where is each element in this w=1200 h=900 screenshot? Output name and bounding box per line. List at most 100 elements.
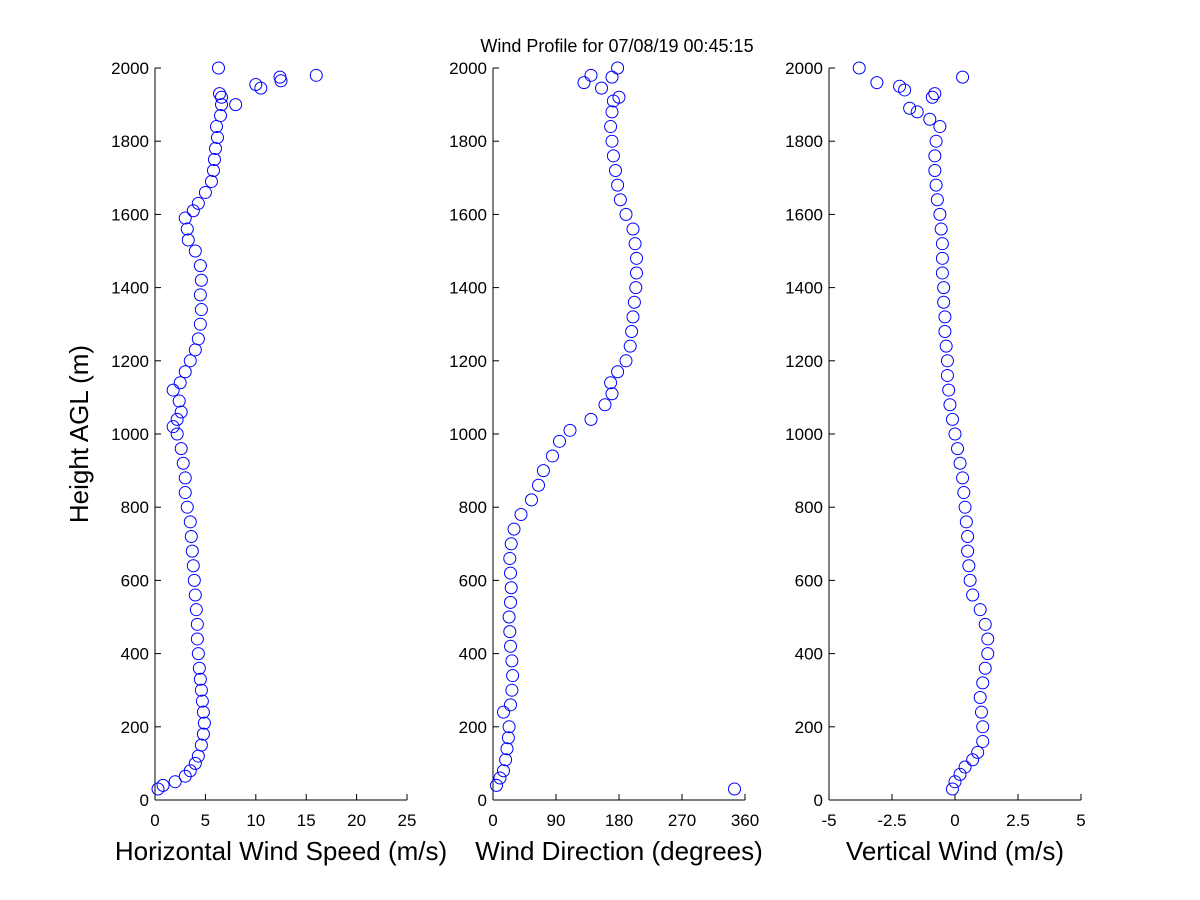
data-point [934, 222, 948, 236]
data-point [852, 61, 866, 75]
data-point [577, 76, 591, 90]
data-point [627, 295, 641, 309]
data-point [168, 775, 182, 789]
data-point [553, 434, 566, 448]
y-tick-label: 200 [121, 718, 149, 737]
data-point [490, 778, 503, 792]
data-point [923, 112, 937, 126]
x-tick-label: 20 [347, 811, 366, 830]
y-tick-label: 1800 [785, 132, 823, 151]
data-point [958, 760, 972, 774]
y-tick-label: 0 [814, 791, 823, 810]
data-point [504, 581, 518, 595]
data-point [623, 339, 637, 353]
data-point [938, 325, 952, 339]
data-point [974, 705, 988, 719]
x-tick-label: 0 [488, 811, 497, 830]
data-point [210, 131, 224, 145]
y-tick-label: 1400 [449, 279, 487, 298]
data-point [978, 661, 992, 675]
x-tick-label: 25 [398, 811, 417, 830]
data-point [194, 303, 208, 317]
data-point [207, 153, 221, 166]
y-tick-label: 800 [459, 498, 487, 517]
data-point [563, 423, 577, 437]
data-point [939, 339, 953, 353]
data-point [958, 500, 972, 514]
data-point [604, 376, 618, 390]
data-point [504, 595, 517, 609]
data-point [940, 354, 954, 368]
data-point [514, 508, 528, 522]
y-tick-label: 2000 [449, 59, 487, 78]
y-tick-label: 1200 [111, 352, 149, 371]
data-point [193, 672, 207, 686]
panel-2: 0 200 400 600 800 1000 1200 1400 1600 1800 2000 0 90… [449, 59, 763, 866]
data-point [978, 617, 992, 631]
x-tick-label: 5 [1076, 811, 1085, 830]
x-tick-label: 15 [297, 811, 316, 830]
y-tick-label: 1000 [785, 425, 823, 444]
data-point [178, 365, 192, 379]
data-point [959, 515, 973, 529]
y-tick-label: 1600 [111, 205, 149, 224]
y-tick-label: 600 [459, 571, 487, 590]
data-point [630, 251, 643, 265]
data-point [170, 412, 184, 426]
data-point [189, 603, 203, 617]
data-point [190, 632, 204, 646]
data-point [191, 749, 205, 763]
data-point [497, 705, 510, 719]
data-point [192, 661, 206, 675]
data-point [191, 332, 205, 346]
y-tick-label: 0 [140, 791, 149, 810]
data-point [172, 394, 186, 408]
data-point [976, 734, 990, 748]
data-point [503, 551, 517, 565]
data-point [971, 745, 985, 759]
y-tick-label: 1200 [785, 352, 823, 371]
data-point [505, 683, 519, 697]
data-point [204, 174, 218, 188]
data-point [497, 764, 510, 778]
data-point [178, 486, 192, 500]
data-point [178, 211, 192, 225]
y-tick-label: 600 [121, 571, 149, 590]
data-point [213, 87, 227, 101]
data-point [976, 676, 990, 690]
data-point [209, 120, 223, 134]
data-point [188, 588, 202, 602]
data-point [619, 207, 633, 221]
data-point [183, 515, 197, 529]
data-point [176, 456, 190, 470]
data-point [170, 427, 184, 441]
data-point [208, 142, 222, 156]
y-tick-label: 800 [121, 498, 149, 517]
data-point [178, 471, 192, 485]
data-point [957, 486, 971, 500]
y-tick-label: 1800 [111, 132, 149, 151]
data-point [611, 365, 625, 379]
data-point [501, 731, 515, 745]
y-tick-label: 400 [795, 645, 823, 664]
x-tick-label: 90 [547, 811, 566, 830]
data-point [229, 98, 243, 112]
data-point [215, 90, 229, 104]
x-axis-label: Wind Direction (degrees) [475, 836, 763, 866]
data-point [504, 639, 517, 653]
data-point [193, 317, 207, 331]
data-point [191, 196, 205, 210]
x-tick-label: 2.5 [1006, 811, 1030, 830]
y-tick-label: 1200 [449, 352, 487, 371]
data-point [605, 70, 619, 84]
data-point [933, 207, 947, 221]
x-tick-label: 270 [668, 811, 696, 830]
y-tick-label: 1000 [111, 425, 149, 444]
data-point [505, 654, 519, 668]
data-point [935, 237, 949, 251]
data-point [937, 281, 951, 295]
panel-3: 0 200 400 600 800 1000 1200 1400 1600 1800 2000 -5 -… [785, 59, 1086, 866]
data-point [956, 70, 970, 84]
data-point [249, 77, 263, 91]
